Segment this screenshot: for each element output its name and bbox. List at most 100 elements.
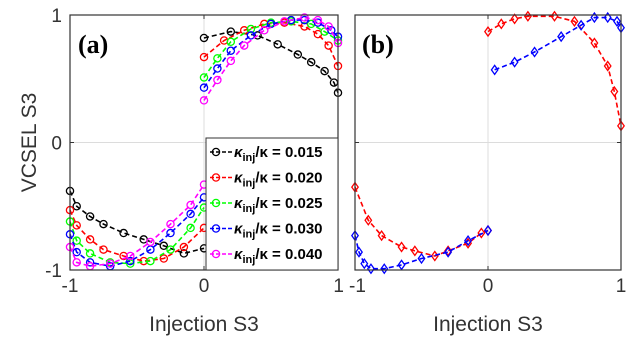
data-point — [364, 214, 373, 226]
series-5 — [65, 13, 343, 271]
data-point — [186, 209, 195, 219]
data-point — [239, 41, 249, 50]
legend-label: κinj/κ = 0.025 — [234, 195, 323, 215]
data-point — [273, 40, 282, 49]
data-point — [199, 83, 209, 92]
data-point — [354, 246, 363, 258]
series-line — [487, 15, 622, 127]
legend-entry: κinj/κ = 0.020 — [210, 170, 323, 190]
data-point — [226, 37, 236, 47]
legend-label-kappa: κ — [234, 195, 244, 212]
x-tick-label: 0 — [483, 276, 494, 297]
data-point — [199, 52, 209, 62]
legend-label-sub: inj — [243, 178, 256, 190]
data-point — [166, 245, 175, 254]
data-point — [490, 64, 499, 76]
legend-label-value: /κ = 0.030 — [255, 221, 322, 238]
legend-label-kappa: κ — [234, 246, 244, 263]
legend-label-sub: inj — [243, 254, 256, 266]
data-point — [226, 46, 236, 55]
data-point — [570, 15, 579, 27]
data-point — [306, 57, 316, 67]
legend-label-value: /κ = 0.015 — [255, 144, 322, 161]
plot-frame — [354, 14, 622, 271]
panel-label: (a) — [78, 30, 108, 59]
legend-label-sub: inj — [243, 203, 256, 215]
data-point — [159, 254, 169, 263]
data-point — [72, 221, 81, 230]
data-point — [186, 200, 195, 210]
data-point — [293, 50, 303, 59]
data-point — [119, 228, 128, 238]
data-point — [320, 66, 329, 76]
data-point — [199, 33, 209, 43]
legend-label-kappa: κ — [234, 144, 244, 161]
data-point — [360, 258, 369, 270]
data-point — [444, 245, 453, 257]
data-point — [179, 242, 189, 252]
legend-label: κinj/κ = 0.020 — [234, 170, 323, 190]
data-point — [484, 224, 492, 237]
data-point — [510, 56, 519, 68]
y-axis-label: VCSEL S3 — [18, 93, 41, 193]
data-point — [199, 96, 209, 105]
legend-marker — [211, 224, 221, 233]
legend-label: κinj/κ = 0.030 — [234, 221, 323, 241]
series-2 — [351, 11, 625, 275]
data-point — [613, 15, 622, 27]
series-line — [203, 20, 339, 78]
data-point — [186, 223, 195, 233]
data-point — [126, 256, 135, 266]
data-point — [159, 241, 169, 251]
data-point — [85, 212, 95, 221]
legend-label-sub: inj — [243, 152, 256, 164]
legend-entry: κinj/κ = 0.015 — [210, 144, 323, 164]
legend-label-kappa: κ — [234, 221, 244, 238]
legend-label: κinj/κ = 0.015 — [234, 144, 323, 164]
legend-label-kappa: κ — [234, 170, 244, 187]
legend-label-value: /κ = 0.040 — [255, 246, 322, 263]
data-point — [324, 22, 333, 31]
legend-label-value: /κ = 0.020 — [255, 170, 322, 187]
x-tick-label: 1 — [333, 276, 344, 297]
x-tick-label: -1 — [349, 276, 366, 297]
data-point — [300, 15, 309, 25]
data-point — [610, 85, 619, 98]
x-tick-label: 0 — [199, 276, 210, 297]
data-point — [213, 64, 222, 73]
legend-entry: κinj/κ = 0.030 — [210, 221, 323, 241]
legend-label: κinj/κ = 0.040 — [234, 246, 323, 266]
data-point — [72, 201, 81, 211]
data-point — [85, 235, 95, 244]
legend-label-value: /κ = 0.025 — [255, 195, 322, 212]
series-line — [203, 16, 339, 101]
data-point — [72, 236, 81, 245]
data-point — [477, 227, 486, 239]
data-point — [226, 56, 236, 66]
data-point — [557, 31, 566, 43]
data-point — [590, 11, 599, 24]
data-point — [72, 258, 81, 267]
legend-marker — [211, 173, 221, 182]
data-point — [146, 256, 155, 266]
data-point — [397, 241, 406, 253]
data-point — [300, 13, 309, 22]
legend-entry: κinj/κ = 0.025 — [210, 195, 323, 215]
data-point — [85, 249, 95, 258]
data-point — [380, 263, 389, 275]
legend-marker — [211, 249, 221, 259]
data-point — [85, 258, 95, 267]
data-point — [179, 249, 189, 258]
series-line — [69, 196, 205, 268]
series-line — [69, 184, 205, 268]
data-point — [510, 13, 519, 25]
data-point — [464, 235, 473, 247]
data-point — [99, 245, 108, 254]
x-axis-label: Injection S3 — [433, 313, 543, 336]
data-point — [246, 24, 256, 34]
data-point — [246, 31, 256, 40]
x-axis-label: Injection S3 — [149, 313, 259, 336]
